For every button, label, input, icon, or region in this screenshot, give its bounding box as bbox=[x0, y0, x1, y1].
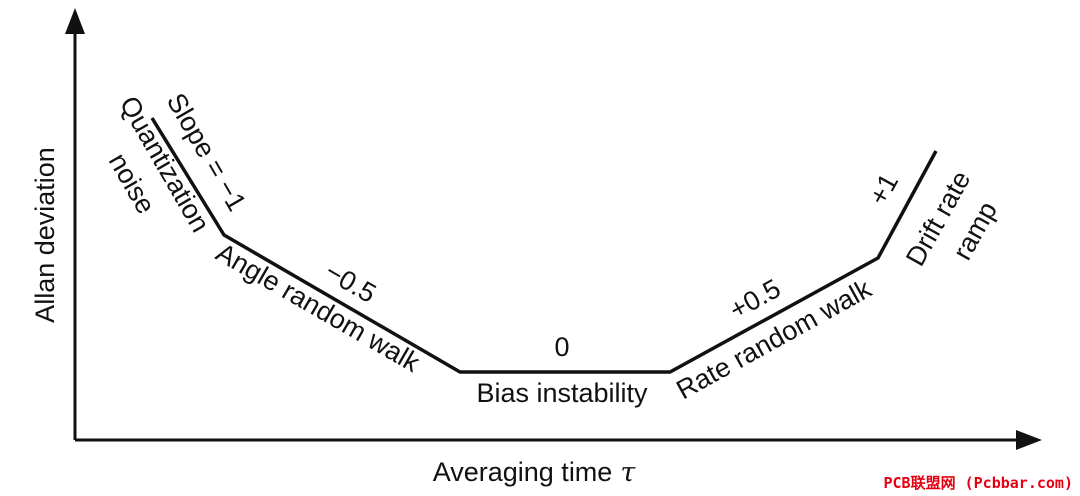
segment-label-bias-instability: Bias instability bbox=[476, 378, 648, 408]
slope-label-bias-instability: 0 bbox=[554, 332, 569, 362]
x-axis-arrowhead bbox=[1016, 430, 1042, 450]
y-axis-label: Allan deviation bbox=[30, 147, 60, 323]
x-axis-label-text: Averaging time bbox=[433, 457, 613, 487]
slope-label-rate-random-walk: +0.5 bbox=[724, 273, 785, 325]
watermark: PCB联盟网 (Pcbbar.com) bbox=[884, 474, 1074, 492]
y-axis-arrowhead bbox=[65, 8, 85, 34]
segment-label-angle-random-walk: Angle random walk bbox=[211, 237, 425, 378]
slope-label-drift-rate-ramp: +1 bbox=[863, 168, 904, 209]
allan-curve bbox=[150, 117, 938, 374]
tau-symbol: τ bbox=[620, 457, 636, 488]
x-axis-label: Averaging time τ bbox=[433, 457, 637, 488]
